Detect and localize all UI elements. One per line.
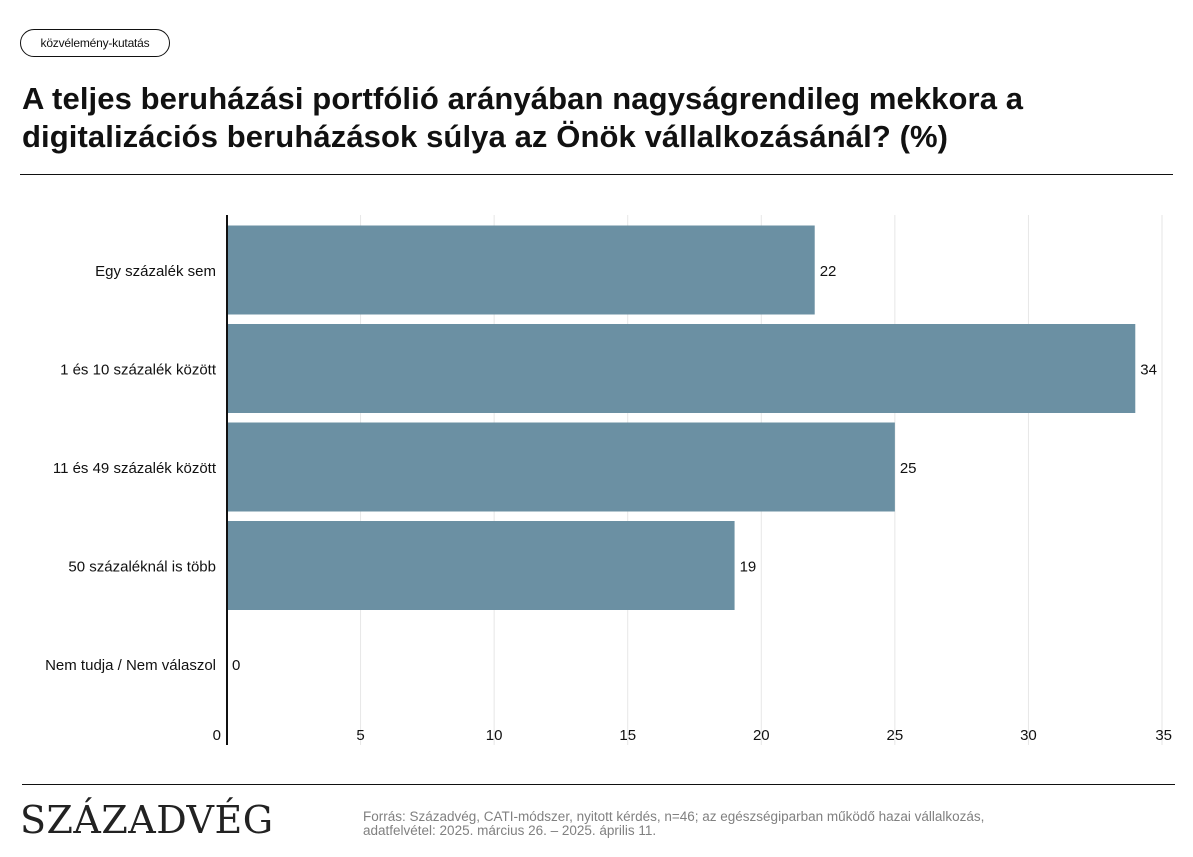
- data-label: 34: [1140, 362, 1157, 379]
- bar: [227, 324, 1136, 413]
- x-tick-label: 15: [619, 727, 636, 744]
- data-label: 22: [820, 263, 837, 280]
- category-label: 1 és 10 százalék között: [60, 362, 217, 379]
- bar: [227, 225, 815, 315]
- bar: [227, 521, 735, 610]
- chart-title: A teljes beruházási portfólió arányában …: [22, 81, 1024, 154]
- category-label: 11 és 49 százalék között: [53, 460, 217, 477]
- category-label: 50 százaléknál is több: [68, 559, 216, 576]
- x-tick-label: 25: [887, 727, 904, 744]
- source-note: Forrás: Századvég, CATI-módszer, nyitott…: [363, 810, 1043, 838]
- source-line-1: Forrás: Századvég, CATI-módszer, nyitott…: [363, 809, 985, 824]
- category-label: Egy százalék sem: [95, 263, 216, 280]
- bar-chart: Egy százalék sem 22 1 és 10 százalék közöt…: [45, 215, 1172, 745]
- footer-divider: [22, 784, 1175, 785]
- source-line-2: adatfelvétel: 2025. március 26. – 2025. …: [363, 823, 657, 838]
- data-label: 25: [900, 460, 917, 477]
- bar: [227, 422, 895, 512]
- x-tick-label: 10: [486, 727, 503, 744]
- x-tick-label: 20: [753, 727, 770, 744]
- data-label: 19: [740, 559, 757, 576]
- title-divider: [20, 174, 1173, 175]
- category-label: Nem tudja / Nem válaszol: [45, 657, 216, 674]
- x-tick-label: 35: [1155, 727, 1172, 744]
- x-tick-label: 0: [213, 727, 221, 744]
- brand-logo: SZÁZADVÉG: [20, 798, 274, 842]
- data-label: 0: [232, 657, 240, 674]
- x-tick-label: 30: [1020, 727, 1037, 744]
- topic-tag[interactable]: közvélemény-kutatás: [20, 29, 170, 57]
- x-tick-label: 5: [356, 727, 364, 744]
